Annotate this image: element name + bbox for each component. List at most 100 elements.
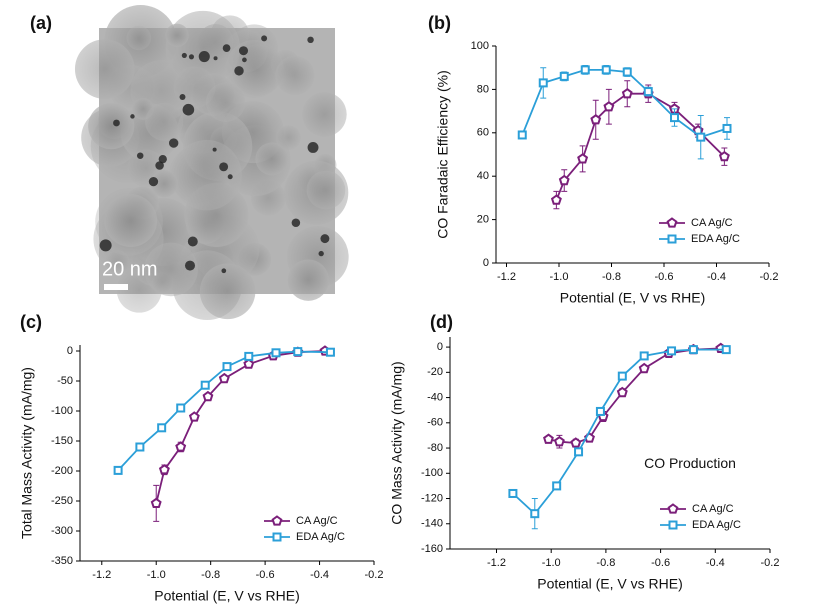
marker [638,362,650,374]
marker [325,347,335,357]
x-tick-label: -0.8 [201,569,220,581]
marker [135,442,145,452]
marker [543,433,554,444]
x-tick-label: -0.2 [365,569,384,581]
texture-blob [255,142,289,176]
marker [570,437,582,448]
particle [212,147,217,152]
marker [188,411,200,422]
texture-blob [145,102,184,141]
texture-blob [165,23,189,48]
legend-marker [271,515,283,526]
series-line [521,69,728,139]
x-tick-label: -1.2 [92,569,111,581]
texture-blob [104,194,158,248]
marker [558,174,570,186]
particle [291,218,301,228]
legend-marker [668,520,678,530]
texture-blob [126,25,152,51]
tem-image: 20 nm [74,5,349,321]
marker [574,447,584,457]
marker [243,358,255,369]
y-axis-title: CO Mass Activity (mA/mg) [389,361,405,524]
y-axis-title: CO Faradaic Efficiency (%) [435,70,451,239]
marker [622,67,632,77]
particle [99,239,112,252]
y-tick-label: 0 [67,345,73,357]
marker [670,113,679,123]
particle [222,44,231,53]
marker [175,441,187,452]
particle [179,94,186,100]
x-tick-label: -0.4 [310,569,329,581]
particle [158,155,167,164]
y-tick-label: 40 [477,170,489,182]
texture-blob [150,170,178,198]
marker [616,386,628,398]
x-tick-label: -0.6 [256,569,275,581]
particle [242,57,247,63]
marker [244,351,254,361]
y-tick-label: -300 [51,525,73,537]
marker [552,481,562,491]
marker [113,465,123,475]
marker [595,406,605,416]
marker [643,87,653,97]
marker [176,403,186,413]
y-tick-label: -80 [427,442,443,454]
y-tick-label: -20 [427,366,443,378]
particle [307,142,319,153]
x-tick-label: -0.6 [651,557,670,569]
marker [508,488,518,498]
marker [667,346,677,356]
scale-bar [104,284,128,290]
series-line [512,348,727,516]
x-tick-label: -0.2 [761,557,780,569]
x-tick-label: -0.6 [655,271,674,283]
texture-blob [306,170,346,210]
texture-blob [206,82,246,122]
texture-blob [276,125,301,151]
marker [621,87,633,99]
marker [718,150,730,162]
particle [155,161,164,170]
series-line [555,92,726,201]
marker [688,345,698,355]
annotation: CO Production [644,455,736,471]
y-tick-label: -100 [421,467,443,479]
y-tick-label: -100 [51,405,73,417]
particle [188,54,195,60]
marker [293,347,303,357]
image-texture [74,5,349,321]
y-tick-label: 0 [483,257,489,269]
legend-label: CA Ag/C [692,503,734,515]
panel-label: (d) [430,312,453,332]
marker [601,65,611,75]
marker [271,348,281,358]
panel-label: (b) [428,13,451,33]
panel-label: (c) [20,312,42,332]
particle [187,236,198,247]
particle [261,35,268,42]
y-tick-label: 80 [477,83,489,95]
texture-blob [88,103,135,150]
y-tick-label: -40 [427,391,443,403]
texture-blob [302,92,347,137]
texture-blob [199,263,256,320]
y-tick-label: 60 [477,127,489,139]
marker [550,194,562,205]
y-axis-title: Total Mass Activity (mA/mg) [19,367,35,539]
particle [130,114,135,119]
legend-label: EDA Ag/C [296,531,345,543]
legend-label: EDA Ag/C [692,519,741,531]
y-tick-label: -150 [51,435,73,447]
y-tick-label: -200 [51,465,73,477]
particle [198,50,210,63]
marker [722,123,732,133]
x-tick-label: -0.4 [706,557,725,569]
particle [238,46,249,56]
x-tick-label: -1.0 [550,271,569,283]
x-tick-label: -1.2 [497,271,516,283]
chart: (d) -160 -140 -120 -100 -80 -60 -40 -20 0 -1.2 -1.0… [389,312,780,592]
